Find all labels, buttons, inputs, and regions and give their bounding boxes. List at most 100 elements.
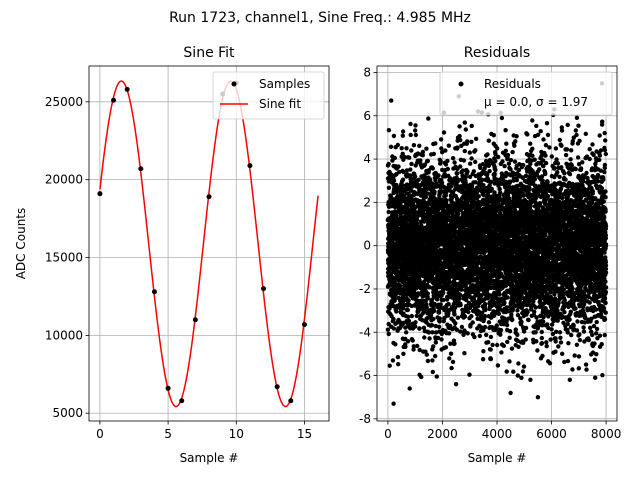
residual-point [491,133,496,138]
residual-point [433,340,439,345]
residual-point [392,296,398,302]
residual-point [396,164,401,169]
residual-point [419,241,425,247]
sample-point [206,194,212,200]
residual-point [409,303,414,309]
residual-point [433,141,438,146]
residual-point [495,363,501,368]
residual-point [502,163,507,169]
residual-point [401,351,406,356]
residual-point [488,179,494,184]
residual-point [386,331,391,337]
sample-point [97,191,103,197]
residual-point [446,143,451,148]
residual-point [458,302,463,308]
residual-point [388,144,394,149]
residual-point [425,158,430,164]
residual-point [447,356,452,361]
residual-point [393,342,398,347]
residual-point [420,153,425,158]
residual-point [493,158,498,164]
residual-point [412,174,418,179]
residual-point [420,149,426,155]
residual-point [471,169,476,174]
residual-point [458,137,463,143]
residual-point [430,166,435,171]
residual-point [404,168,409,173]
residual-point [448,351,454,356]
residual-point [457,296,462,302]
residual-point [438,137,444,142]
residual-point [457,124,462,129]
residual-point [424,304,429,310]
sine-fit-title: Sine Fit [183,45,235,61]
residual-point [455,171,460,176]
residual-point [436,173,441,178]
sample-point [111,97,117,103]
residual-point [459,324,465,330]
residual-point [420,209,426,214]
residual-point [433,353,438,359]
residual-point [427,285,432,290]
residual-point [425,191,430,196]
sample-point [138,166,144,172]
residual-point [413,123,418,128]
residual-point [435,335,441,341]
residual-point [467,150,472,155]
residual-point [438,305,444,310]
residual-point [401,169,406,175]
sine-fit-curve-layer [99,80,319,408]
residuals-title: Residuals [464,45,530,61]
residual-point [408,167,413,172]
residual-point [422,200,427,205]
residual-point [465,169,470,174]
legend-samples-marker [231,81,237,87]
residual-point [469,139,474,144]
residual-point [513,139,518,144]
residual-point [386,128,392,133]
residual-point [431,308,437,314]
residual-point [514,178,519,183]
residual-point [386,161,391,167]
residual-point [504,322,510,328]
residual-point [391,133,397,139]
residual-point [405,339,411,344]
residual-point [413,128,418,133]
sample-point [247,163,253,169]
residual-point [428,177,433,182]
sine-fit-x-tick-label: 0 [96,427,104,441]
residual-point [486,163,491,168]
residual-point [469,156,474,161]
residual-point [472,334,477,340]
sine-fit-x-tick-label: 10 [229,427,244,441]
residual-point [441,130,447,135]
residual-point [439,331,444,337]
residual-point [488,334,494,340]
residual-point [412,210,417,216]
residual-point [436,310,442,315]
residual-point [437,324,442,329]
residual-point [409,313,414,319]
sine-fit-x-tick-label: 5 [164,427,172,441]
residual-point [493,167,498,173]
residual-point [483,307,488,313]
residual-point [449,365,454,371]
residual-point [519,375,524,380]
legend-sine-fit-label: Sine fit [259,97,301,111]
residual-point [492,171,497,176]
residuals-panel: Residuals 0 2000 4000 6000 8000-8-6-4-202468… [359,45,621,465]
residual-point [433,330,439,335]
residual-point [497,292,502,297]
residual-point [402,155,407,160]
residual-point [425,358,431,364]
residual-point [458,164,463,169]
residual-point [500,159,505,164]
residual-point [392,155,397,161]
residual-point [469,314,474,319]
residual-point [417,143,422,148]
residual-point [482,324,488,330]
residual-point [397,169,402,175]
residual-point [505,152,511,158]
sine-fit-y-tick-label: 15000 [45,251,83,265]
residual-point [508,157,514,163]
